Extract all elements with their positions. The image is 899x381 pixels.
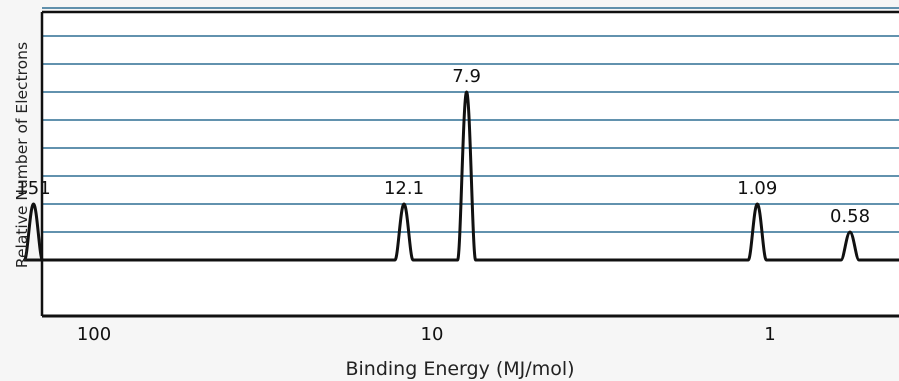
peak-label: 0.58 [830,206,870,227]
x-tick-label: 10 [421,324,444,345]
x-tick-labels: 100 10 1 [77,324,776,345]
x-tick-label: 1 [764,324,775,345]
peak-labels: 151 12.1 7.9 1.09 0.58 [16,66,870,227]
x-tick-label: 100 [77,324,111,345]
x-axis-title: Binding Energy (MJ/mol) [345,358,574,380]
peak-label: 1.09 [737,178,777,199]
peak-label: 12.1 [384,178,424,199]
axes [40,10,899,318]
peak-label: 151 [16,178,50,199]
spectrum-trace [23,90,899,262]
peak-label: 7.9 [452,66,481,87]
spectrum-trace-group [23,90,899,262]
y-axis-title: Relative Number of Electrons [13,42,31,268]
